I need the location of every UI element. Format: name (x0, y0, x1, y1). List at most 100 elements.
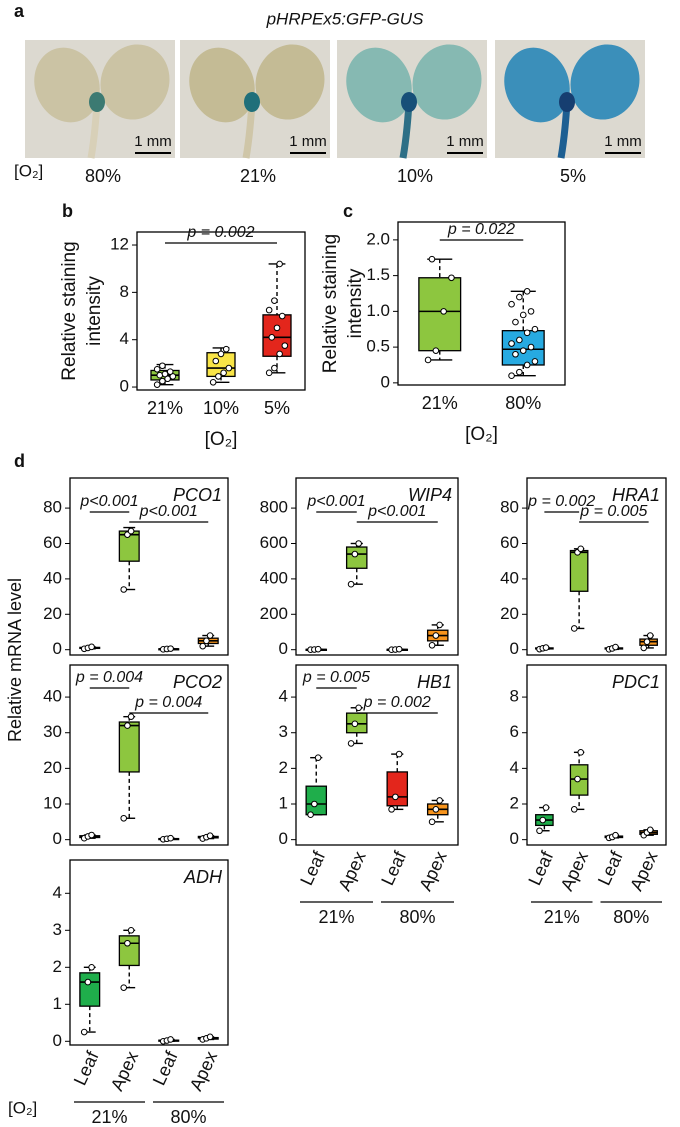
data-point (120, 586, 128, 593)
y-tick-label: 1.0 (366, 301, 390, 320)
data-point (577, 545, 585, 553)
group-label: 80% (399, 907, 435, 927)
data-point (436, 797, 443, 804)
data-point (395, 645, 403, 653)
cotyledon (412, 44, 482, 120)
y-axis-label: intensity (84, 276, 105, 346)
data-point (440, 308, 447, 315)
data-point (156, 371, 164, 379)
o2-level: 5% (560, 166, 586, 186)
group-label: 21% (318, 907, 354, 927)
data-point (542, 644, 550, 651)
data-point (355, 540, 362, 547)
data-point (88, 643, 95, 651)
p-value: p = 0.002 (186, 224, 254, 241)
y-tick-label: 0 (53, 1031, 62, 1050)
y-tick-label: 0 (279, 829, 288, 848)
data-point (531, 325, 539, 333)
o2-label: [O₂] (14, 161, 43, 180)
y-tick-label: 8 (120, 282, 129, 301)
data-point (508, 300, 515, 308)
data-point (570, 806, 578, 813)
x-tick-label: Leaf (296, 847, 329, 888)
box (305, 785, 328, 816)
plot-frame (295, 477, 459, 656)
gene-title: ADH (183, 867, 223, 887)
shoot-apex (401, 92, 417, 112)
plot-frame (69, 664, 229, 846)
y-tick-label: 2.0 (366, 229, 390, 248)
data-point (167, 645, 174, 652)
p-value: p = 0.002 (527, 493, 595, 510)
data-point (395, 750, 403, 758)
y-tick-label: 4 (53, 883, 62, 902)
data-point (127, 927, 135, 934)
data-point (265, 369, 273, 377)
data-point (351, 550, 359, 558)
p-value: p = 0.005 (579, 503, 647, 520)
data-point (523, 329, 531, 337)
y-tick-label: 2 (53, 957, 62, 976)
data-point (347, 740, 355, 747)
y-tick-label: 200 (260, 604, 288, 623)
data-point (388, 806, 395, 813)
data-point (276, 350, 283, 358)
data-point (646, 826, 654, 834)
data-point (80, 1028, 88, 1036)
y-tick-label: 2 (510, 793, 519, 812)
scale-bar-label: 1 mm (604, 133, 642, 150)
data-point (222, 345, 230, 353)
data-point (512, 318, 519, 326)
data-point (536, 827, 543, 835)
group-label: 80% (613, 907, 649, 927)
y-tick-label: 20 (43, 604, 62, 623)
x-tick-label: Apex (186, 1048, 221, 1094)
x-tick-label: 21% (147, 398, 183, 418)
gene-title: WIP4 (408, 485, 452, 505)
data-point (127, 713, 135, 720)
data-point (570, 625, 578, 632)
p-value: p<0.001 (139, 503, 198, 520)
y-tick-label: 40 (500, 568, 519, 587)
data-point (278, 312, 286, 320)
data-point (355, 704, 362, 712)
panel-title: pHRPEx5:GFP-GUS (266, 9, 424, 28)
box (386, 771, 409, 807)
plot-frame (295, 664, 459, 846)
data-point (392, 793, 399, 801)
x-tick-label: Apex (626, 848, 661, 894)
data-point (428, 255, 436, 263)
y-tick-label: 0 (279, 639, 288, 658)
y-tick-label: 800 (260, 498, 288, 517)
x-tick-label: Leaf (377, 847, 410, 888)
data-point (516, 368, 523, 376)
x-tick-label: Apex (334, 848, 369, 894)
x-tick-label: Leaf (70, 1047, 103, 1088)
data-point (519, 347, 527, 354)
o2-level: 10% (397, 166, 433, 186)
y-tick-label: 10 (43, 793, 62, 812)
x-tick-label: Leaf (524, 847, 557, 888)
data-point (124, 939, 131, 947)
y-tick-label: 1.5 (366, 265, 390, 284)
shoot-apex (559, 92, 575, 112)
p-value: p = 0.022 (447, 221, 515, 238)
data-point (206, 632, 214, 639)
data-point (428, 818, 436, 826)
y-tick-label: 80 (43, 498, 62, 517)
cotyledon (100, 44, 170, 120)
data-point (167, 1036, 174, 1043)
y-tick-label: 0.5 (366, 337, 390, 356)
data-point (640, 644, 648, 652)
data-point (314, 754, 322, 761)
y-axis-label: intensity (345, 268, 366, 338)
x-tick-label: Apex (107, 1048, 142, 1094)
data-point (436, 621, 443, 629)
data-point (206, 832, 214, 840)
y-tick-label: 60 (500, 533, 519, 552)
data-point (281, 342, 289, 349)
data-point (209, 379, 217, 386)
data-point (519, 311, 527, 319)
data-point (124, 722, 131, 729)
data-point (508, 372, 515, 380)
